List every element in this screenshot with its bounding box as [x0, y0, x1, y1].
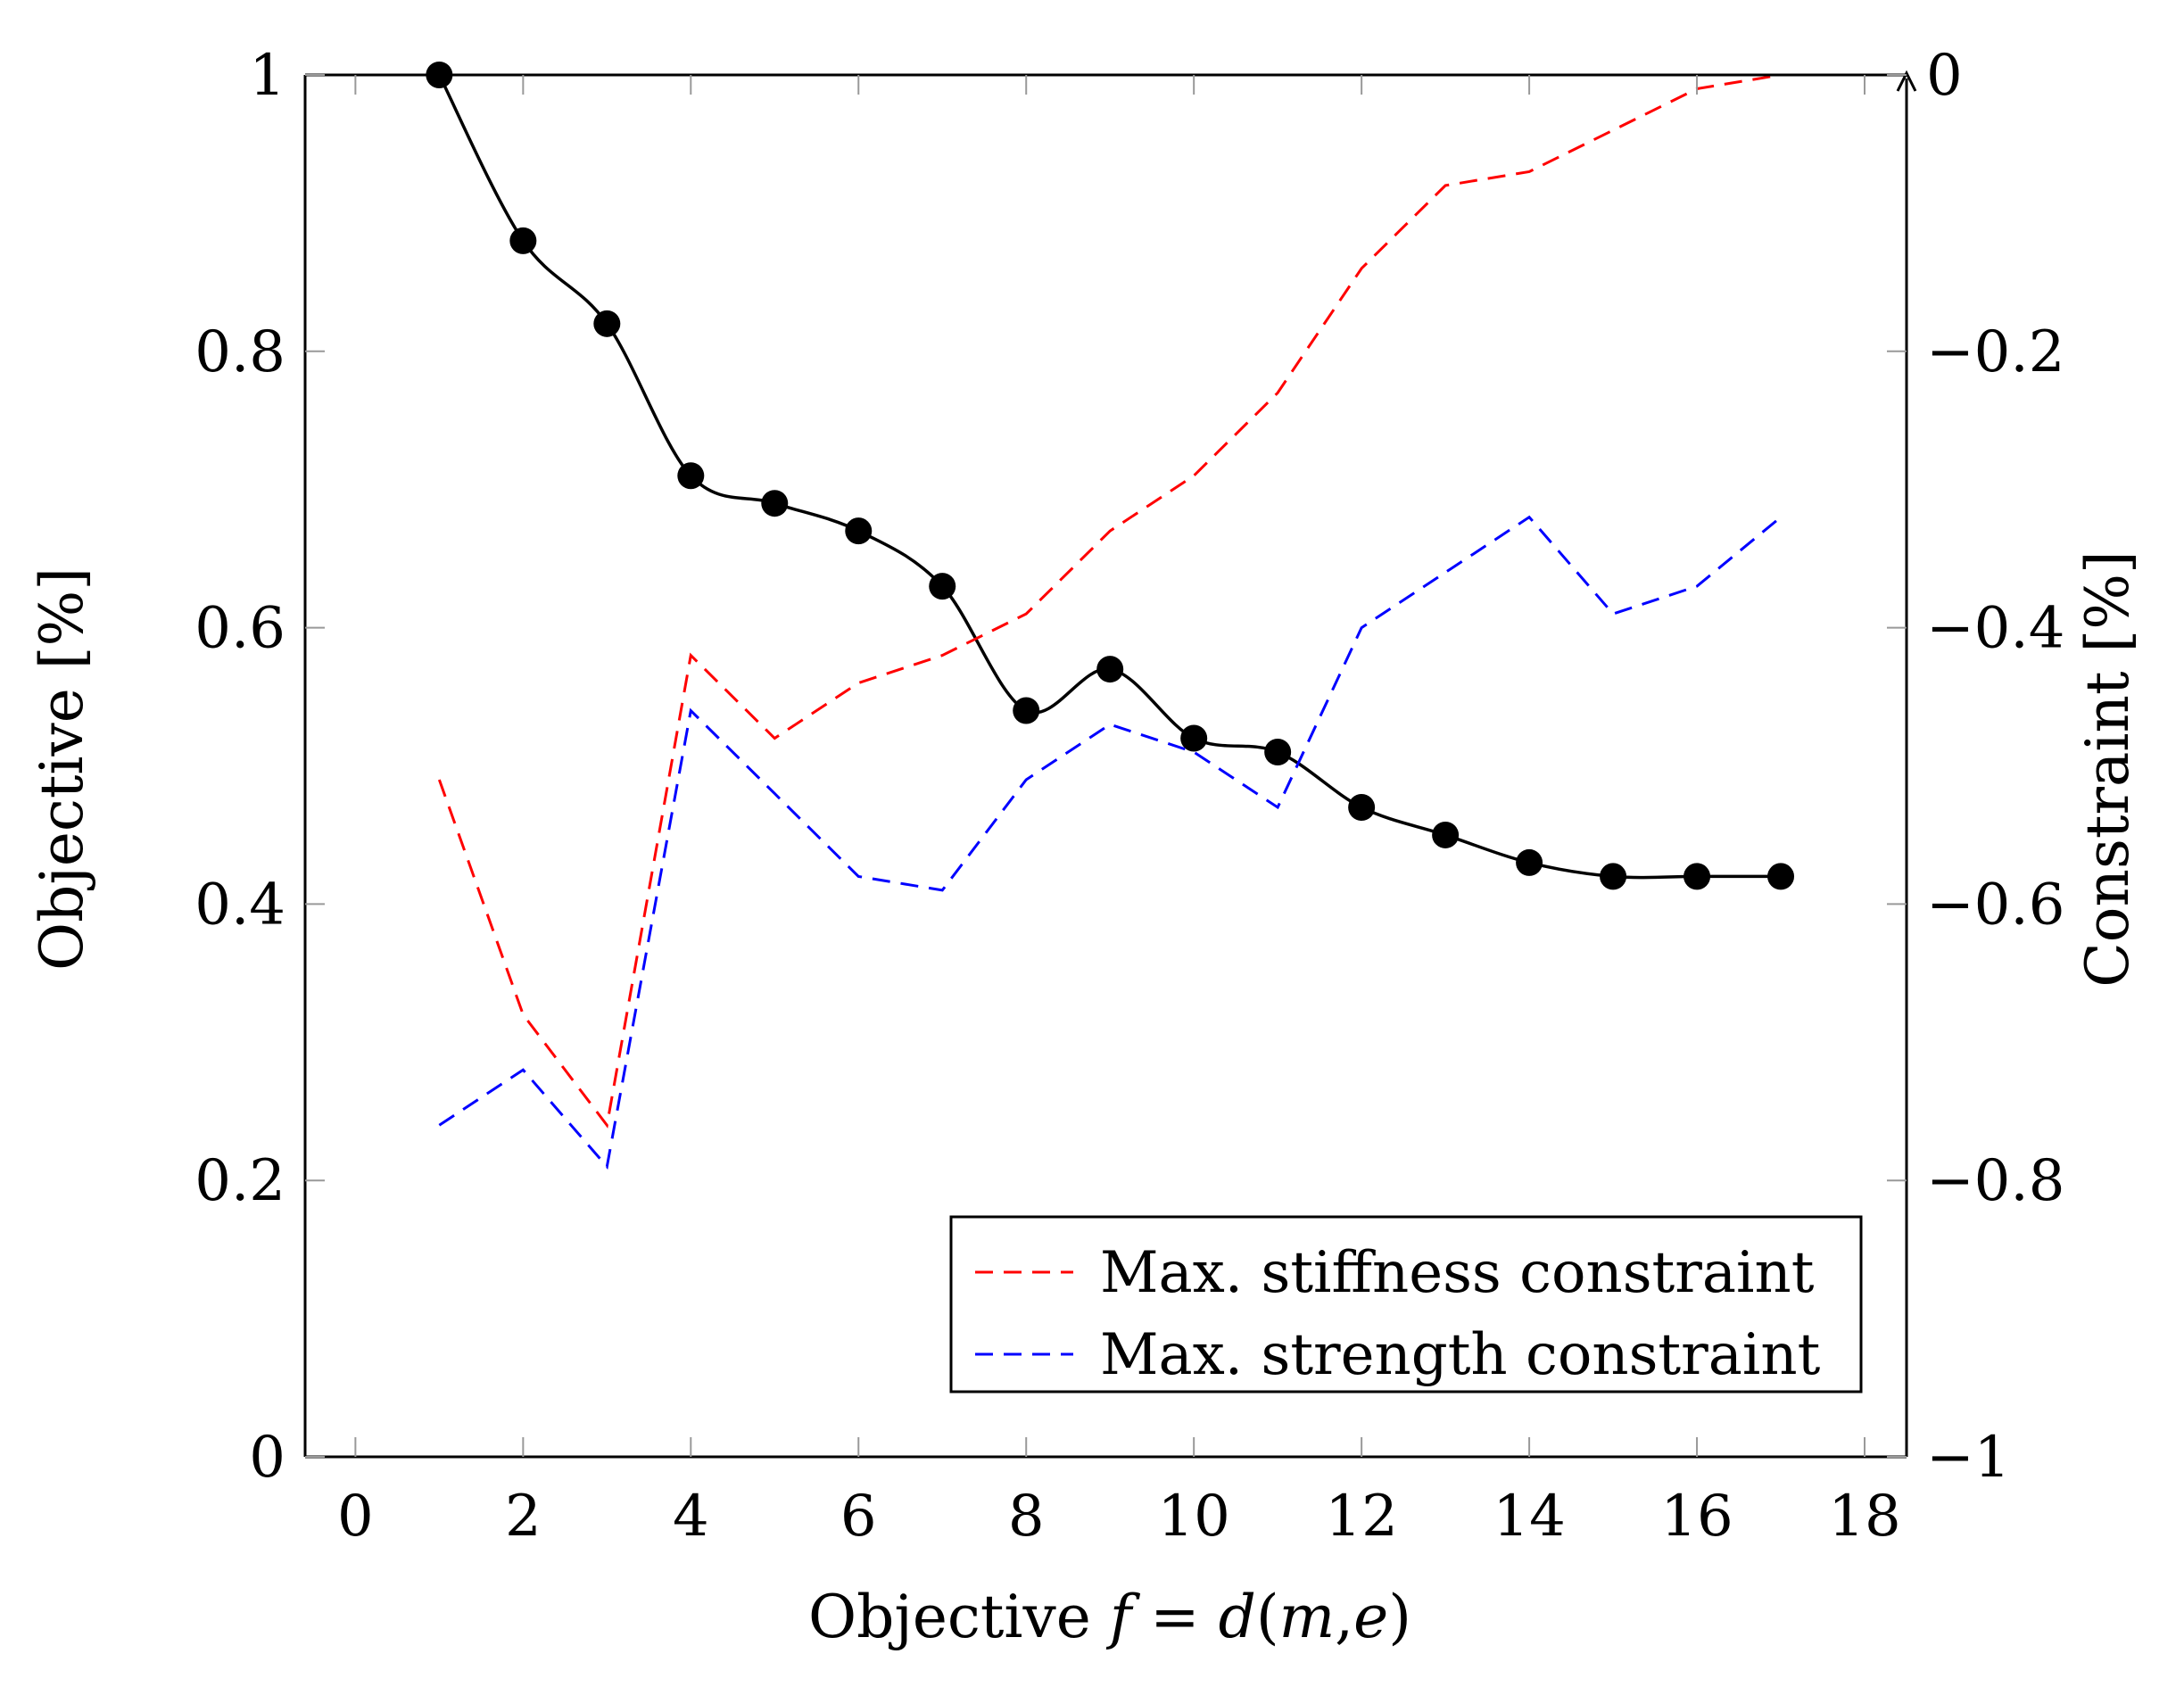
y-right-tick-label-0: −1 — [1926, 1425, 2010, 1491]
y-left-tick-label-3: 0.6 — [194, 596, 285, 662]
y-axis-label-left: Objective [%] — [28, 567, 96, 971]
series-0-point-5 — [845, 517, 873, 545]
series-0-point-10 — [1264, 739, 1292, 766]
y-right-tick-label-5: 0 — [1926, 43, 1963, 109]
series-0-point-4 — [761, 490, 789, 517]
ticks: 0 2 4 6 8 10 12 14 16 18 0 0.2 0.4 0.6 0.8 1 −1 −0.8 −0.6 −… — [194, 43, 2064, 1550]
y-left-tick-label-4: 0.8 — [194, 319, 285, 385]
y-axis-right-arrow — [1896, 70, 1917, 92]
series-0-point-13 — [1516, 848, 1543, 876]
series-0-point-2 — [593, 310, 621, 337]
x-tick-label-4: 8 — [1008, 1484, 1045, 1550]
x-axis-label-open: ( — [1256, 1583, 1279, 1651]
series-0-point-14 — [1600, 863, 1627, 890]
series-0-point-9 — [1180, 724, 1208, 752]
axes — [303, 70, 1917, 1459]
legend-label-stiffness: Max. stiffness constraint — [1100, 1240, 1815, 1306]
series-0-point-15 — [1684, 863, 1711, 890]
x-axis-label-d: d — [1219, 1583, 1256, 1651]
y-axis-label-right: Constraint [%] — [2073, 550, 2142, 987]
y-right-tick-label-2: −0.6 — [1926, 872, 2064, 938]
series-0-point-7 — [1013, 697, 1040, 724]
series-0-point-1 — [509, 227, 537, 254]
x-tick-label-6: 12 — [1325, 1484, 1397, 1550]
x-tick-label-3: 6 — [840, 1484, 877, 1550]
series-0-point-8 — [1096, 656, 1124, 683]
y-left-tick-label-5: 1 — [249, 43, 285, 109]
y-right-tick-label-3: −0.4 — [1926, 596, 2064, 662]
plot-area — [426, 62, 1795, 1170]
series-0-point-12 — [1432, 821, 1460, 848]
legend-box — [949, 1215, 1863, 1393]
series-0-point-3 — [677, 462, 705, 490]
x-tick-label-1: 2 — [505, 1484, 542, 1550]
x-axis-label-prefix: Objective — [808, 1583, 1110, 1651]
series-0-point-16 — [1767, 863, 1795, 890]
x-axis-label-close: ) — [1388, 1583, 1411, 1651]
x-axis-label-e: e — [1353, 1583, 1388, 1651]
y-left-tick-label-0: 0 — [249, 1425, 285, 1491]
x-tick-label-7: 14 — [1493, 1484, 1565, 1550]
x-axis-label-m: m — [1279, 1583, 1336, 1651]
x-tick-label-5: 10 — [1157, 1484, 1229, 1550]
x-tick-label-0: 0 — [337, 1484, 374, 1550]
x-axis-label: Objective f = d(m,e) — [808, 1583, 1411, 1651]
y-right-tick-label-1: −0.8 — [1926, 1148, 2064, 1214]
series-0-point-6 — [929, 573, 956, 600]
x-axis-label-eq: = — [1131, 1583, 1218, 1651]
legend-label-strength: Max. strength constraint — [1100, 1322, 1821, 1388]
series-0-point-11 — [1348, 793, 1376, 821]
y-left-tick-label-2: 0.4 — [194, 872, 285, 938]
x-tick-label-8: 16 — [1660, 1484, 1733, 1550]
y-right-tick-label-4: −0.2 — [1926, 319, 2064, 385]
x-tick-label-9: 18 — [1828, 1484, 1900, 1550]
x-tick-label-2: 4 — [673, 1484, 709, 1550]
series-line-1 — [437, 73, 1782, 1129]
y-left-tick-label-1: 0.2 — [194, 1148, 285, 1214]
x-axis-label-comma: , — [1335, 1583, 1353, 1651]
legend: Max. stiffness constraint Max. strength … — [949, 1215, 1863, 1393]
